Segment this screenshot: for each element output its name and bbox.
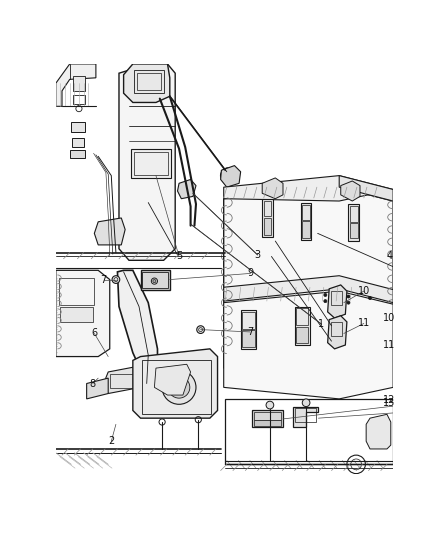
Circle shape (324, 294, 327, 296)
Text: 11: 11 (358, 318, 370, 328)
Bar (331, 291, 342, 305)
Bar (252, 410, 283, 427)
Text: 3: 3 (254, 250, 261, 260)
Bar (60, 306, 93, 322)
Polygon shape (366, 414, 391, 449)
Bar (262, 199, 273, 237)
Circle shape (221, 168, 236, 183)
Polygon shape (56, 64, 96, 106)
Bar (296, 327, 308, 343)
Polygon shape (262, 178, 283, 199)
Bar (134, 152, 168, 175)
Polygon shape (339, 175, 393, 201)
Bar (141, 270, 170, 289)
Text: 9: 9 (247, 269, 254, 278)
Circle shape (153, 280, 156, 282)
Text: 11: 11 (383, 340, 396, 350)
Circle shape (266, 401, 274, 409)
Polygon shape (224, 187, 393, 368)
Bar (254, 419, 282, 426)
Text: 8: 8 (90, 378, 96, 389)
Circle shape (347, 295, 350, 298)
Bar (73, 76, 85, 91)
Bar (254, 412, 282, 419)
Circle shape (168, 377, 190, 398)
Polygon shape (124, 64, 170, 102)
Circle shape (197, 326, 205, 334)
Bar (72, 138, 85, 147)
Text: 10: 10 (383, 313, 396, 323)
Polygon shape (94, 218, 125, 245)
Circle shape (112, 276, 120, 284)
Circle shape (324, 300, 327, 303)
Bar (264, 218, 272, 235)
Polygon shape (177, 180, 196, 199)
Text: 5: 5 (176, 252, 182, 262)
Bar (331, 322, 342, 336)
Polygon shape (119, 64, 175, 260)
Polygon shape (293, 407, 318, 427)
Polygon shape (133, 349, 218, 418)
Circle shape (224, 172, 232, 180)
Polygon shape (328, 316, 347, 349)
Polygon shape (87, 378, 108, 399)
Polygon shape (221, 166, 240, 187)
Bar (131, 149, 171, 178)
Polygon shape (328, 285, 347, 318)
Polygon shape (224, 175, 393, 201)
Text: 10: 10 (358, 286, 370, 296)
Bar (296, 308, 308, 325)
Text: 2: 2 (108, 436, 114, 446)
Circle shape (347, 301, 350, 304)
Bar (301, 203, 311, 239)
Polygon shape (103, 366, 145, 393)
Bar (294, 408, 316, 422)
Bar (134, 70, 164, 93)
Bar (242, 312, 254, 329)
Circle shape (302, 399, 310, 407)
Text: 13: 13 (383, 398, 396, 408)
Bar (59, 278, 94, 305)
Polygon shape (224, 291, 393, 399)
Bar (110, 374, 139, 388)
Polygon shape (117, 270, 158, 384)
Text: 7: 7 (100, 274, 107, 285)
Polygon shape (56, 270, 110, 357)
Circle shape (162, 370, 196, 405)
Bar (302, 205, 310, 220)
Text: 7: 7 (247, 327, 253, 337)
Bar (242, 330, 254, 348)
Bar (240, 310, 256, 349)
Polygon shape (341, 181, 360, 201)
Bar (264, 201, 272, 216)
Bar (294, 306, 310, 345)
Text: 6: 6 (91, 328, 97, 338)
Text: 1: 1 (318, 319, 325, 329)
Bar (142, 272, 168, 288)
Circle shape (368, 296, 371, 300)
Text: 4: 4 (386, 252, 392, 262)
Bar (73, 95, 85, 104)
Bar (138, 73, 161, 90)
Bar (142, 360, 212, 414)
Bar (71, 122, 85, 133)
Polygon shape (224, 276, 393, 303)
Text: 12: 12 (383, 395, 396, 406)
Polygon shape (155, 364, 191, 395)
Bar (302, 221, 310, 238)
Bar (349, 204, 359, 241)
Bar (350, 206, 358, 222)
Bar (350, 223, 358, 238)
Circle shape (175, 384, 183, 391)
Bar (70, 150, 85, 158)
Circle shape (151, 278, 158, 284)
